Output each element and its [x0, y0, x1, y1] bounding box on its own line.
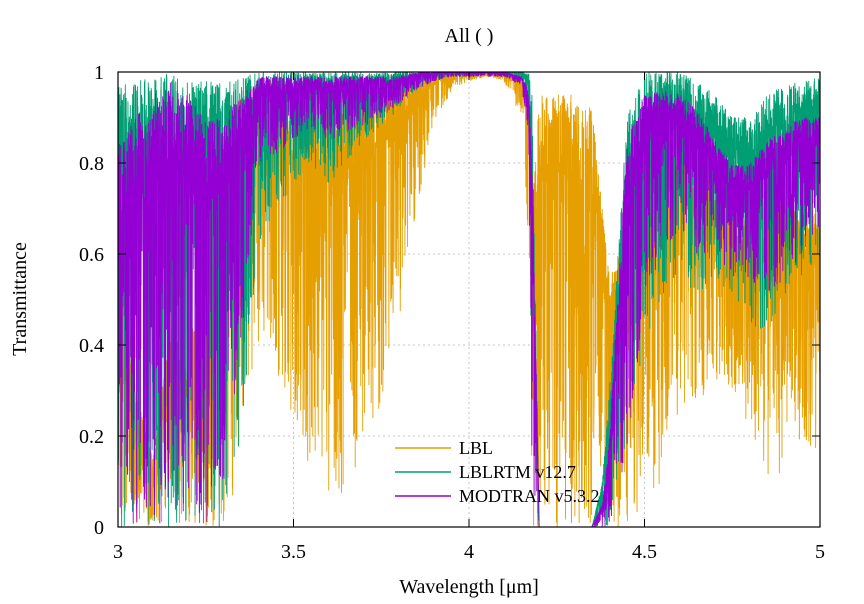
x-tick-label: 3.5: [281, 541, 306, 563]
legend-label-lbl: LBL: [459, 438, 493, 458]
x-tick-label: 4.5: [632, 541, 657, 563]
x-axis-title: Wavelength [μm]: [399, 576, 539, 598]
legend-item-lbl: LBL: [395, 438, 493, 458]
y-tick-label: 0.6: [79, 244, 104, 266]
y-tick-label: 0.8: [79, 153, 104, 175]
x-tick-label: 5: [815, 541, 825, 563]
y-tick-label: 0.2: [79, 426, 104, 448]
legend-label-modtran: MODTRAN v5.3.2: [459, 486, 600, 506]
legend-item-modtran: MODTRAN v5.3.2: [395, 486, 600, 506]
y-tick-label: 1: [94, 62, 104, 84]
tick-layer: 3 3.5 4 4.5 5 0 0.2 0.4 0.6 0.8 1: [79, 62, 825, 563]
y-axis-title: Transmittance: [9, 242, 31, 356]
chart-title: All ( ): [445, 25, 494, 47]
legend: LBL LBLRTM v12.7 MODTRAN v5.3.2: [395, 438, 600, 506]
x-tick-label: 3: [113, 541, 123, 563]
y-tick-label: 0.4: [79, 335, 104, 357]
legend-label-lblrtm: LBLRTM v12.7: [459, 462, 576, 482]
x-tick-label: 4: [464, 541, 474, 563]
legend-item-lblrtm: LBLRTM v12.7: [395, 462, 576, 482]
y-tick-label: 0: [94, 517, 104, 539]
